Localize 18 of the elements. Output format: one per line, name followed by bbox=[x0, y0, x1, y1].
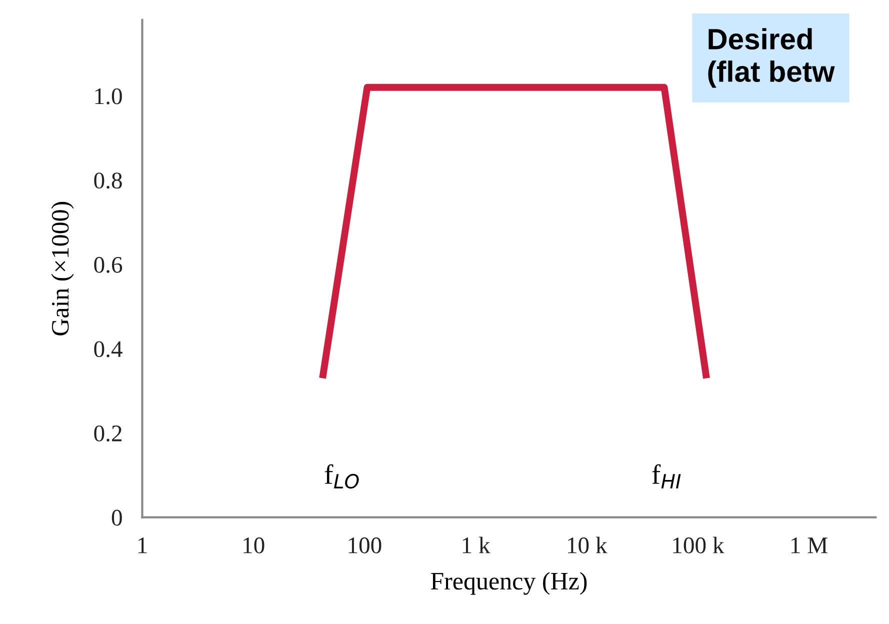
x-tick-label: 100 bbox=[348, 537, 382, 554]
y-tick-label: 0 bbox=[112, 510, 122, 526]
y-tick-label: 0.2 bbox=[94, 425, 122, 442]
annotation: Desired (flat betw bbox=[708, 28, 835, 88]
y-axis-title: Gain (×1000) bbox=[51, 202, 74, 336]
annotation: f$_{HI}$ bbox=[652, 464, 681, 488]
y-tick-label: 1.0 bbox=[95, 88, 122, 104]
x-tick-label: 1 k bbox=[462, 536, 490, 554]
x-tick-label: 10 bbox=[244, 537, 264, 554]
y-tick-label: 0.6 bbox=[94, 256, 122, 273]
x-tick-label: 1 M bbox=[792, 538, 828, 554]
x-tick-label: 10 k bbox=[568, 536, 608, 554]
x-tick-label: 1 bbox=[138, 538, 147, 554]
y-tick-label: 0.8 bbox=[94, 172, 122, 189]
x-tick-label: 100 k bbox=[673, 536, 724, 554]
y-tick-label: 0.4 bbox=[94, 341, 122, 358]
annotation: f$_{LO}$ bbox=[324, 464, 359, 489]
x-axis-title: Frequency (Hz) bbox=[430, 572, 587, 595]
